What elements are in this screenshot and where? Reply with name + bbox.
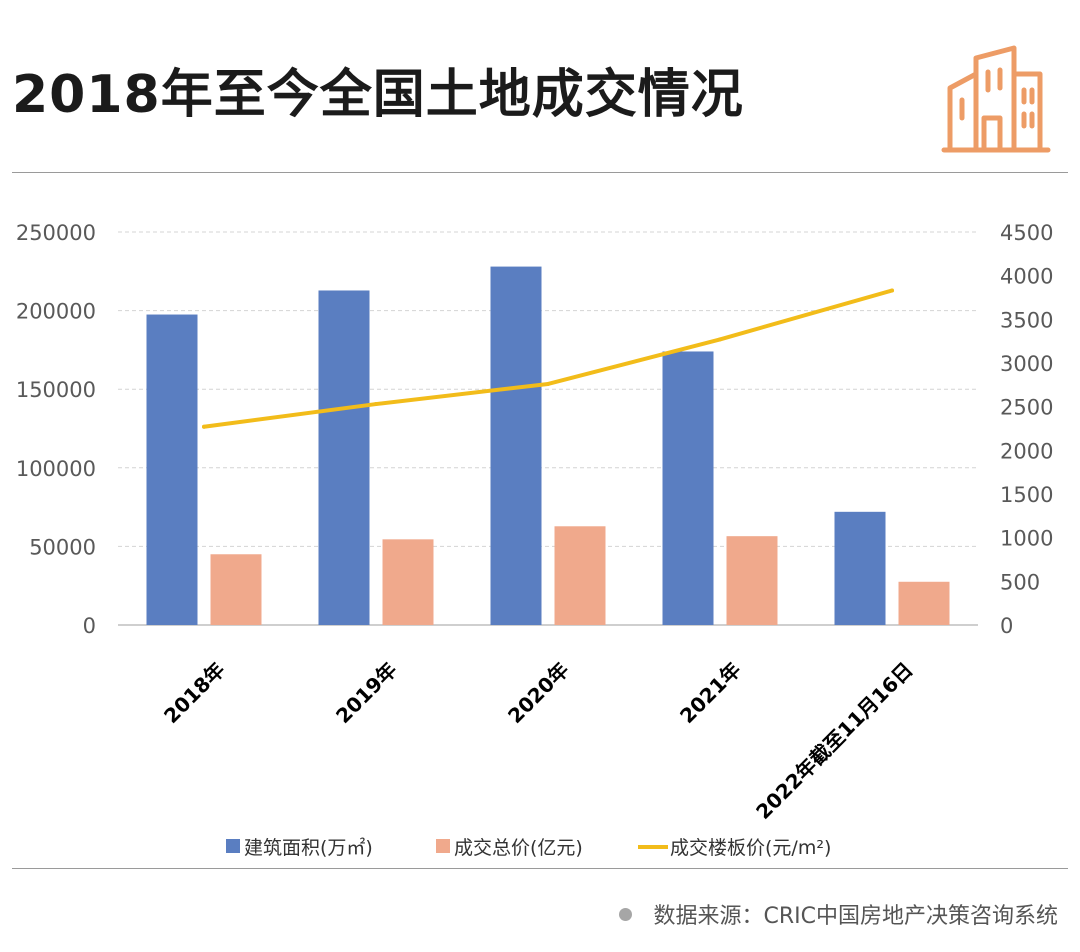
category-labels: 2018年 2019年 2020年 2021年 2022年截至11月16日	[159, 658, 917, 824]
bar	[554, 526, 606, 625]
bullet-icon	[618, 907, 632, 921]
bar	[146, 314, 198, 625]
line-series	[202, 288, 894, 429]
bar	[490, 266, 542, 625]
legend-label: 建筑面积(万㎡)	[244, 836, 373, 859]
category-label: 2020年	[503, 658, 573, 728]
right-tick-label: 1500	[1000, 483, 1053, 507]
right-tick-label: 4000	[1000, 265, 1053, 289]
bar	[898, 581, 950, 625]
page-title: 2018年至今全国土地成交情况	[12, 65, 744, 125]
legend-label: 成交楼板价(元/m²)	[670, 837, 831, 859]
category-label: 2019年	[331, 658, 401, 728]
left-tick-label: 100000	[16, 457, 96, 481]
right-tick-label: 500	[1000, 570, 1040, 594]
land-transaction-chart: 0 50000 100000 150000 200000 250000 0 500 1000 1…	[16, 221, 1054, 859]
right-tick-label: 4500	[1000, 221, 1053, 245]
left-tick-label: 150000	[16, 378, 96, 402]
right-tick-label: 3500	[1000, 308, 1053, 332]
legend-swatch	[436, 839, 450, 853]
line-point	[890, 288, 894, 293]
bar	[318, 290, 370, 625]
chart-legend: 建筑面积(万㎡) 成交总价(亿元) 成交楼板价(元/m²)	[226, 836, 831, 859]
line-point	[718, 337, 722, 342]
bar-series	[146, 266, 950, 625]
bar	[726, 536, 778, 625]
footer-divider	[12, 868, 1068, 869]
category-label: 2022年截至11月16日	[751, 658, 917, 824]
line-point	[374, 402, 378, 407]
right-tick-label: 0	[1000, 614, 1013, 638]
bar	[834, 511, 886, 625]
left-axis-ticks: 0 50000 100000 150000 200000 250000	[16, 221, 96, 638]
legend-label: 成交总价(亿元)	[454, 837, 583, 859]
line-point	[202, 424, 206, 429]
category-label: 2018年	[159, 658, 229, 728]
bar	[210, 554, 262, 625]
category-label: 2021年	[675, 658, 745, 728]
data-source: 数据来源：CRIC中国房地产决策咨询系统	[618, 898, 1059, 930]
right-tick-label: 2500	[1000, 396, 1053, 420]
bar	[662, 351, 714, 625]
buildings-icon	[941, 45, 1051, 153]
right-axis-ticks: 0 500 1000 1500 2000 2500 3000 3500 4000 4500	[1000, 221, 1053, 638]
bar	[382, 539, 434, 625]
left-tick-label: 250000	[16, 221, 96, 245]
line-point	[546, 381, 550, 386]
right-tick-label: 1000	[1000, 527, 1053, 551]
left-tick-label: 200000	[16, 300, 96, 324]
header-divider	[12, 172, 1068, 173]
data-source-text: 数据来源：CRIC中国房地产决策咨询系统	[653, 904, 1059, 929]
legend-swatch	[226, 839, 240, 853]
left-tick-label: 50000	[29, 535, 96, 559]
right-tick-label: 3000	[1000, 352, 1053, 376]
left-tick-label: 0	[83, 614, 96, 638]
right-tick-label: 2000	[1000, 439, 1053, 463]
